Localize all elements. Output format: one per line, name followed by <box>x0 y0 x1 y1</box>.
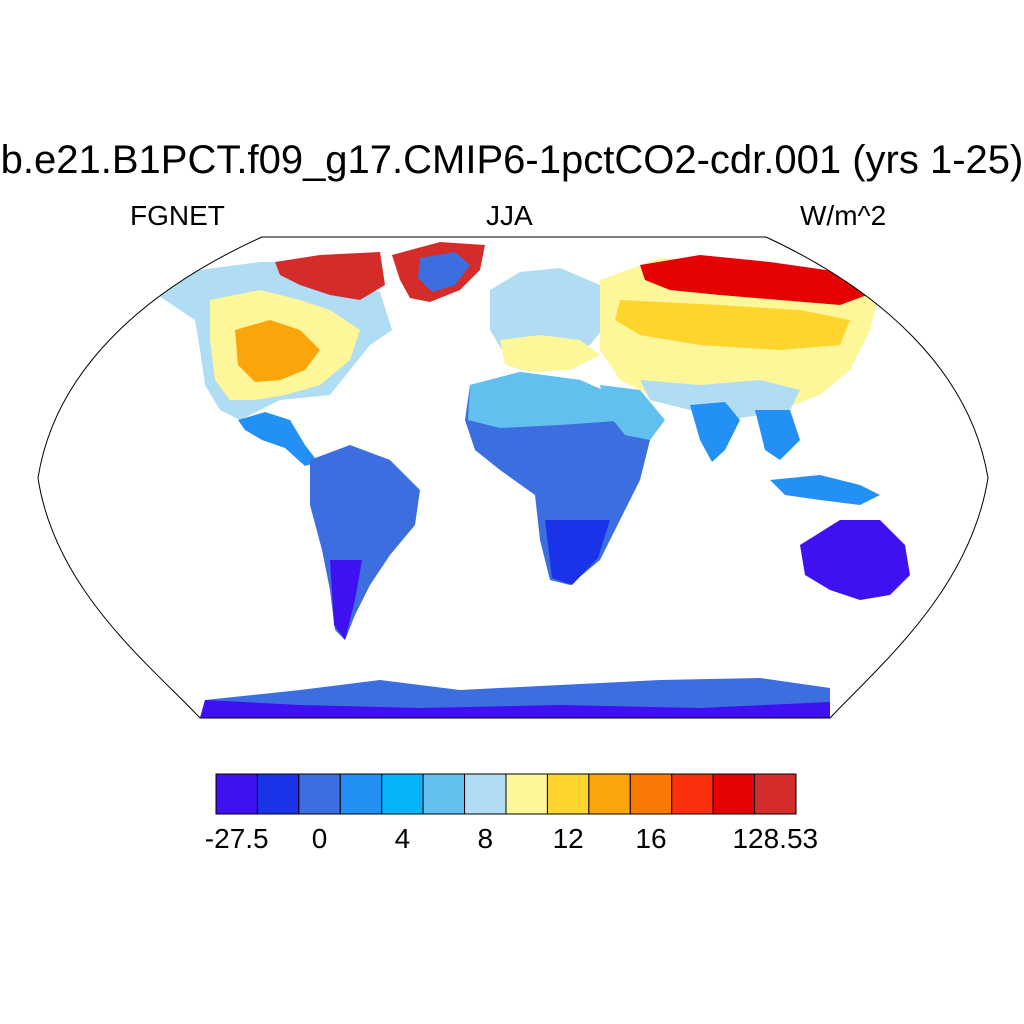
africa-south <box>545 520 610 585</box>
units-label: W/m^2 <box>800 200 887 231</box>
asia-south <box>640 380 800 418</box>
antarctica-edge <box>200 700 830 718</box>
colorbar-swatch <box>505 773 548 815</box>
season-label: JJA <box>486 200 533 231</box>
colorbar-swatch <box>298 773 341 815</box>
indonesia-land <box>770 475 880 505</box>
canada-arctic <box>275 252 385 300</box>
europe-south <box>500 335 600 372</box>
colorbar-swatch <box>381 773 424 815</box>
colorbar-swatch <box>215 773 258 815</box>
globe-outline <box>37 236 989 719</box>
central-america-land <box>238 412 318 466</box>
greenland-ice <box>418 252 470 292</box>
north-america-hot <box>235 320 320 382</box>
colorbar-swatch <box>754 773 797 815</box>
asia-warm-band <box>615 300 850 350</box>
australia-land <box>800 520 910 600</box>
colorbar-swatch <box>629 773 673 815</box>
colorbar-tick-label: 16 <box>635 823 666 854</box>
map-land <box>150 242 910 718</box>
colorbar-swatch <box>422 773 466 815</box>
south-america-land <box>310 445 420 640</box>
africa-north <box>468 372 630 428</box>
colorbar-swatch <box>464 773 507 815</box>
variable-label: FGNET <box>130 200 225 231</box>
colorbar-tick-label: -27.5 <box>205 823 269 854</box>
colorbar-labels: -27.5 0 4 8 12 16 128.53 <box>205 823 818 854</box>
colorbar-tick-label: 8 <box>477 823 493 854</box>
arabia-land <box>600 385 665 440</box>
plot-title: b.e21.B1PCT.f09_g17.CMIP6-1pctCO2-cdr.00… <box>0 138 1024 182</box>
colorbar-swatch <box>546 773 590 815</box>
colorbar-tick-label: 128.53 <box>732 823 818 854</box>
siberia-hot <box>640 255 875 305</box>
southeast-asia-land <box>755 410 800 460</box>
colorbar-swatch <box>588 773 631 815</box>
colorbar-swatch <box>339 773 383 815</box>
colorbar <box>215 773 797 815</box>
colorbar-swatch <box>671 773 714 815</box>
colorbar-tick-label: 4 <box>395 823 411 854</box>
india-land <box>690 402 740 462</box>
south-america-south <box>330 560 362 640</box>
colorbar-tick-label: 12 <box>553 823 584 854</box>
colorbar-tick-label: 0 <box>312 823 328 854</box>
colorbar-swatch <box>712 773 756 815</box>
colorbar-swatch <box>256 773 300 815</box>
